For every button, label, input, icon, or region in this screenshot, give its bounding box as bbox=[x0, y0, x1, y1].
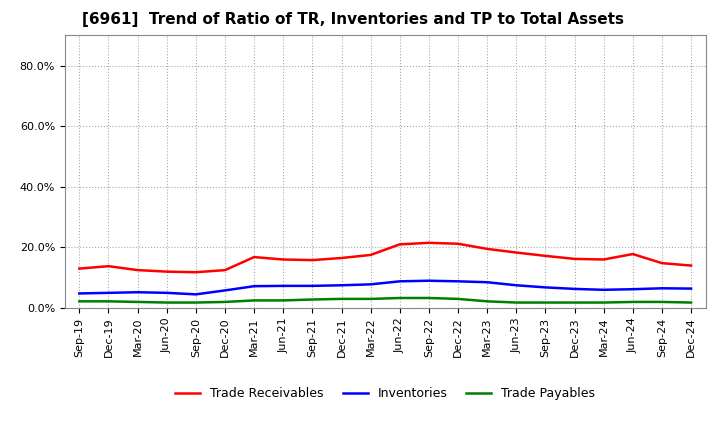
Trade Receivables bbox=[483, 246, 492, 252]
Trade Payables bbox=[425, 295, 433, 301]
Trade Payables bbox=[133, 299, 142, 304]
Inventories bbox=[279, 283, 287, 289]
Inventories bbox=[570, 286, 579, 292]
Trade Receivables bbox=[425, 240, 433, 246]
Trade Payables bbox=[570, 300, 579, 305]
Inventories bbox=[366, 282, 375, 287]
Trade Payables bbox=[512, 300, 521, 305]
Trade Receivables bbox=[629, 251, 637, 257]
Trade Receivables bbox=[250, 254, 258, 260]
Inventories bbox=[163, 290, 171, 296]
Trade Payables bbox=[337, 296, 346, 301]
Inventories bbox=[483, 279, 492, 285]
Trade Payables bbox=[657, 299, 666, 304]
Trade Receivables bbox=[570, 256, 579, 261]
Trade Payables bbox=[75, 299, 84, 304]
Line: Inventories: Inventories bbox=[79, 281, 691, 294]
Trade Payables bbox=[308, 297, 317, 302]
Inventories bbox=[337, 282, 346, 288]
Inventories bbox=[104, 290, 113, 296]
Inventories bbox=[512, 282, 521, 288]
Trade Receivables bbox=[395, 242, 404, 247]
Trade Receivables bbox=[366, 252, 375, 257]
Inventories bbox=[75, 291, 84, 296]
Trade Receivables bbox=[599, 257, 608, 262]
Trade Receivables bbox=[220, 268, 229, 273]
Inventories bbox=[657, 286, 666, 291]
Trade Receivables bbox=[279, 257, 287, 262]
Inventories bbox=[454, 279, 462, 284]
Trade Receivables bbox=[454, 241, 462, 246]
Trade Payables bbox=[629, 299, 637, 304]
Trade Payables bbox=[163, 300, 171, 305]
Trade Receivables bbox=[104, 264, 113, 269]
Trade Payables bbox=[687, 300, 696, 305]
Trade Payables bbox=[483, 299, 492, 304]
Trade Receivables bbox=[163, 269, 171, 274]
Legend: Trade Receivables, Inventories, Trade Payables: Trade Receivables, Inventories, Trade Pa… bbox=[170, 382, 600, 405]
Trade Receivables bbox=[133, 268, 142, 273]
Trade Payables bbox=[541, 300, 550, 305]
Trade Payables bbox=[599, 300, 608, 305]
Inventories bbox=[220, 288, 229, 293]
Trade Payables bbox=[250, 298, 258, 303]
Line: Trade Payables: Trade Payables bbox=[79, 298, 691, 303]
Trade Receivables bbox=[308, 257, 317, 263]
Inventories bbox=[687, 286, 696, 291]
Title: [6961]  Trend of Ratio of TR, Inventories and TP to Total Assets: [6961] Trend of Ratio of TR, Inventories… bbox=[82, 12, 624, 27]
Line: Trade Receivables: Trade Receivables bbox=[79, 243, 691, 272]
Trade Payables bbox=[192, 300, 200, 305]
Inventories bbox=[541, 285, 550, 290]
Inventories bbox=[395, 279, 404, 284]
Trade Payables bbox=[104, 299, 113, 304]
Trade Receivables bbox=[337, 255, 346, 260]
Trade Receivables bbox=[75, 266, 84, 271]
Inventories bbox=[425, 278, 433, 283]
Trade Receivables bbox=[657, 260, 666, 266]
Trade Payables bbox=[366, 296, 375, 301]
Inventories bbox=[133, 290, 142, 295]
Trade Receivables bbox=[687, 263, 696, 268]
Inventories bbox=[629, 286, 637, 292]
Trade Payables bbox=[454, 296, 462, 301]
Inventories bbox=[599, 287, 608, 293]
Trade Payables bbox=[279, 298, 287, 303]
Trade Receivables bbox=[192, 270, 200, 275]
Trade Receivables bbox=[512, 250, 521, 255]
Trade Payables bbox=[220, 299, 229, 304]
Inventories bbox=[250, 283, 258, 289]
Trade Payables bbox=[395, 295, 404, 301]
Inventories bbox=[192, 292, 200, 297]
Trade Receivables bbox=[541, 253, 550, 259]
Inventories bbox=[308, 283, 317, 289]
